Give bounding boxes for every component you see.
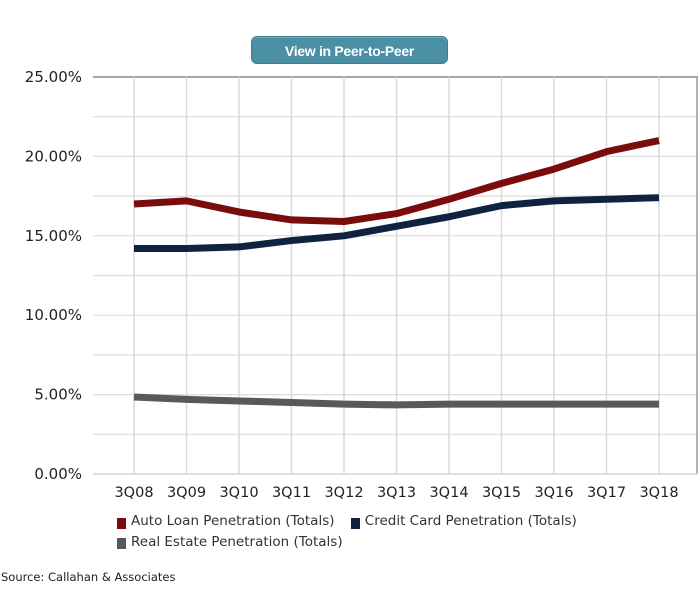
- real-estate-series-line: [133, 393, 659, 409]
- source-note: Source: Callahan & Associates: [1, 570, 176, 584]
- x-tick-label: 3Q18: [639, 485, 678, 501]
- y-tick-label: 20.00%: [25, 147, 82, 165]
- y-axis: 0.00% 5.00% 10.00% 15.00% 20.00% 25.00%: [25, 68, 82, 483]
- line-chart: 0.00%5.00%10.00%15.00%20.00%25.00% 3Q08 3…: [25, 68, 698, 501]
- chart-legend: Auto Loan Penetration (Totals) Credit Ca…: [117, 513, 677, 554]
- legend-label: Auto Loan Penetration (Totals): [131, 513, 335, 529]
- legend-label: Credit Card Penetration (Totals): [364, 513, 577, 529]
- x-tick-label: 3Q11: [272, 485, 311, 501]
- chart-series: [133, 137, 660, 409]
- legend-swatch-credit-card: [350, 517, 360, 529]
- x-tick-label: 3Q17: [587, 485, 626, 501]
- legend-item-auto-loan[interactable]: Auto Loan Penetration (Totals): [117, 513, 335, 530]
- y-tick-label: 0.00%: [34, 465, 82, 483]
- legend-label: Real Estate Penetration (Totals): [131, 533, 343, 550]
- y-tick-label: 15.00%: [25, 227, 82, 245]
- legend-item-real-estate[interactable]: Real Estate Penetration (Totals): [117, 534, 343, 551]
- x-tick-label: 3Q15: [482, 485, 521, 501]
- legend-swatch-auto-loan: [117, 517, 126, 529]
- view-in-peer-to-peer-button[interactable]: View in Peer-to-Peer: [251, 36, 448, 64]
- y-tick-label: 10.00%: [25, 306, 82, 324]
- x-tick-label: 3Q12: [324, 485, 363, 501]
- x-axis: 3Q08 3Q09 3Q10 3Q11 3Q12 3Q13 3Q14 3Q15 3Q16 3Q17…: [114, 485, 678, 501]
- legend-item-credit-card[interactable]: Credit Card Penetration (Totals): [350, 513, 577, 530]
- x-tick-label: 3Q10: [219, 485, 258, 501]
- x-tick-label: 3Q13: [377, 485, 416, 501]
- auto-loan-series-line: [133, 137, 660, 226]
- chart-grid: [93, 76, 698, 475]
- y-tick-label: 25.00%: [25, 68, 82, 86]
- x-tick-label: 3Q14: [429, 485, 468, 501]
- legend-swatch-real-estate: [117, 538, 126, 549]
- y-tick-label: 5.00%: [34, 386, 82, 404]
- x-tick-label: 3Q16: [534, 485, 573, 501]
- credit-card-series-line: [134, 194, 660, 253]
- x-tick-label: 3Q09: [167, 485, 206, 501]
- x-tick-label: 3Q08: [114, 485, 153, 501]
